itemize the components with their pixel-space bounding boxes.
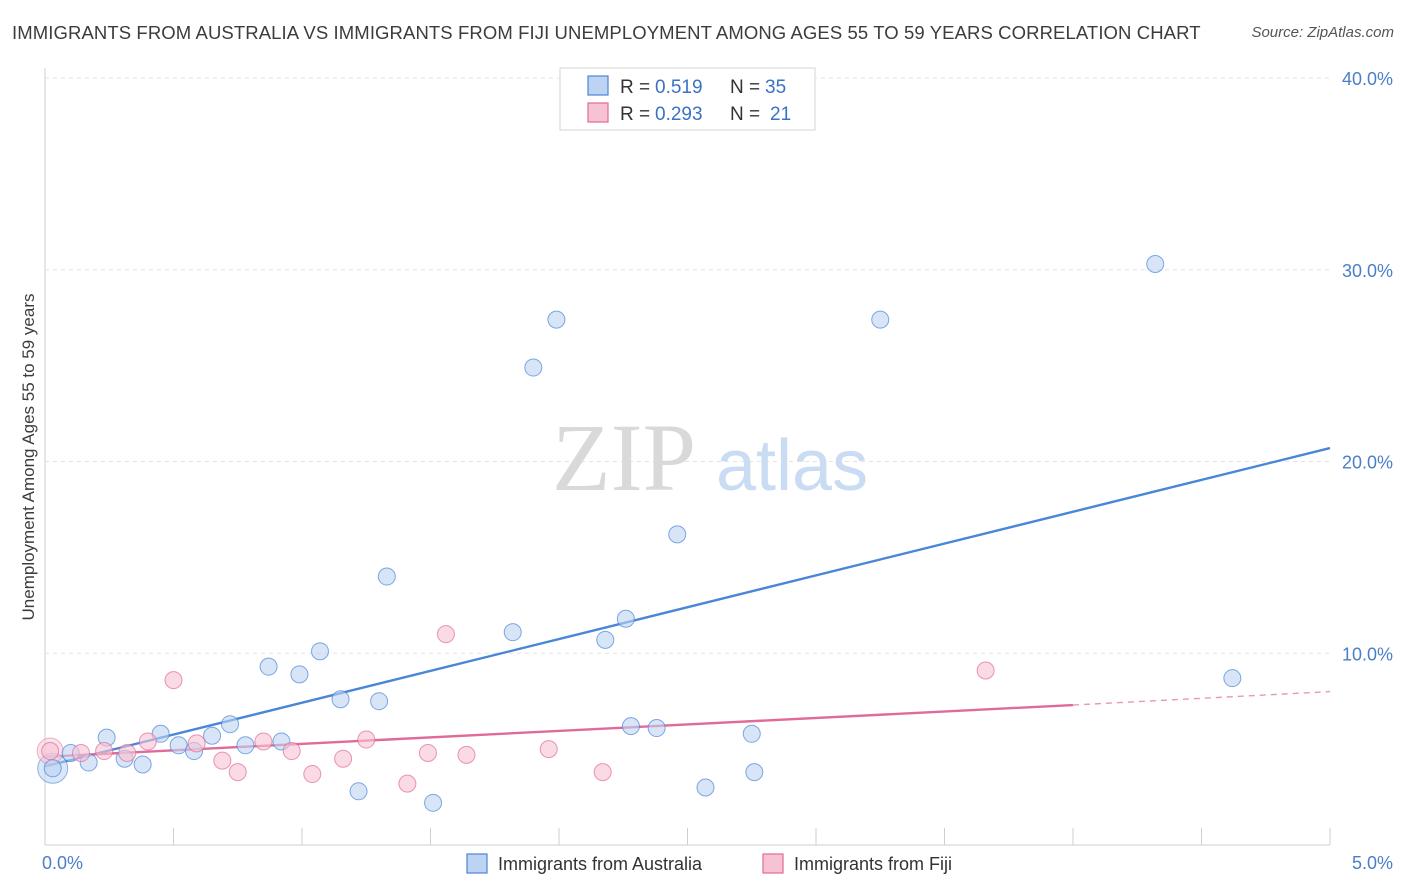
point-australia [290, 665, 309, 684]
point-australia [547, 310, 566, 329]
point-fiji [282, 742, 301, 761]
legend-n-label-fiji: N = [730, 104, 760, 125]
point-australia [742, 724, 761, 743]
legend-n-value-australia: 35 [765, 77, 786, 98]
point-australia [349, 782, 368, 801]
point-australia [331, 690, 350, 709]
y-axis-label: Unemployment Among Ages 55 to 59 years [19, 294, 38, 621]
point-australia [236, 736, 255, 755]
watermark: ZIP atlas [552, 404, 868, 511]
point-fiji [418, 743, 437, 762]
point-fiji [71, 743, 90, 762]
point-fiji [436, 625, 455, 644]
trend-line-australia [44, 446, 1331, 768]
point-australia [259, 657, 278, 676]
trend-extension-fiji [1072, 690, 1331, 706]
point-fiji [398, 774, 417, 793]
legend-swatch-australia [587, 75, 609, 96]
legend-r-label-australia: R = [620, 77, 650, 98]
point-australia [1146, 254, 1165, 273]
bottom-legend-label-fiji: Immigrants from Fiji [794, 854, 952, 874]
watermark-atlas: atlas [716, 426, 868, 506]
chart-title: IMMIGRANTS FROM AUSTRALIA VS IMMIGRANTS … [12, 22, 1201, 43]
bottom-legend-swatch-fiji [762, 853, 784, 874]
bottom-legend-label-australia: Immigrants from Australia [498, 854, 703, 874]
point-fiji [357, 730, 376, 749]
trend-line-fiji [44, 703, 1074, 758]
point-fiji [41, 742, 60, 761]
point-australia [696, 778, 715, 797]
x-tick-label: 0.0% [42, 853, 83, 873]
point-fiji [95, 742, 114, 761]
bottom-legend-swatch-australia [466, 853, 488, 874]
point-fiji [303, 765, 322, 784]
legend-n-label-australia: N = [730, 77, 760, 98]
point-australia [871, 310, 890, 329]
trend-lines [44, 446, 1331, 768]
point-australia [616, 609, 635, 628]
legend-r-value-fiji: 0.293 [655, 104, 703, 125]
data-points [36, 254, 1242, 812]
point-australia [169, 736, 188, 755]
x-tick-label: 5.0% [1352, 853, 1393, 873]
point-fiji [164, 671, 183, 690]
point-australia [596, 630, 615, 649]
point-fiji [118, 743, 137, 762]
point-australia [133, 755, 152, 774]
point-australia [1223, 669, 1242, 688]
point-fiji [539, 740, 558, 759]
point-australia [668, 525, 687, 544]
point-australia [203, 726, 222, 745]
legend-r-value-australia: 0.519 [655, 77, 703, 98]
point-fiji [457, 745, 476, 764]
point-fiji [187, 734, 206, 753]
axis-ticks: 10.0% 20.0% 30.0% 40.0% 0.0% 5.0% [42, 69, 1393, 873]
point-australia [221, 715, 240, 734]
grid-lines [45, 77, 1330, 654]
point-fiji [593, 763, 612, 782]
point-australia [310, 642, 329, 661]
point-fiji [976, 661, 995, 680]
point-australia [524, 358, 543, 377]
axes [44, 68, 1331, 846]
watermark-zip: ZIP [552, 404, 696, 511]
point-australia [377, 567, 396, 586]
point-fiji [334, 749, 353, 768]
series-legend: Immigrants from Australia Immigrants fro… [466, 853, 952, 874]
point-australia [745, 763, 764, 782]
correlation-legend: R = 0.519 N = 35 R = 0.293 N = 21 [559, 67, 816, 131]
point-fiji [254, 732, 273, 751]
point-australia [621, 717, 640, 736]
point-australia [43, 759, 62, 778]
legend-r-label-fiji: R = [620, 104, 650, 125]
point-australia [424, 793, 443, 812]
point-australia [370, 692, 389, 711]
point-australia [503, 623, 522, 642]
y-tick-label: 30.0% [1342, 261, 1393, 281]
legend-swatch-fiji [587, 102, 609, 123]
y-tick-label: 40.0% [1342, 69, 1393, 89]
source-label: Source: ZipAtlas.com [1251, 24, 1394, 41]
y-tick-label: 20.0% [1342, 453, 1393, 473]
point-fiji [138, 732, 157, 751]
point-australia [647, 719, 666, 738]
point-fiji [228, 763, 247, 782]
y-tick-label: 10.0% [1342, 644, 1393, 664]
legend-n-value-fiji: 21 [770, 104, 791, 125]
point-fiji [213, 751, 232, 770]
